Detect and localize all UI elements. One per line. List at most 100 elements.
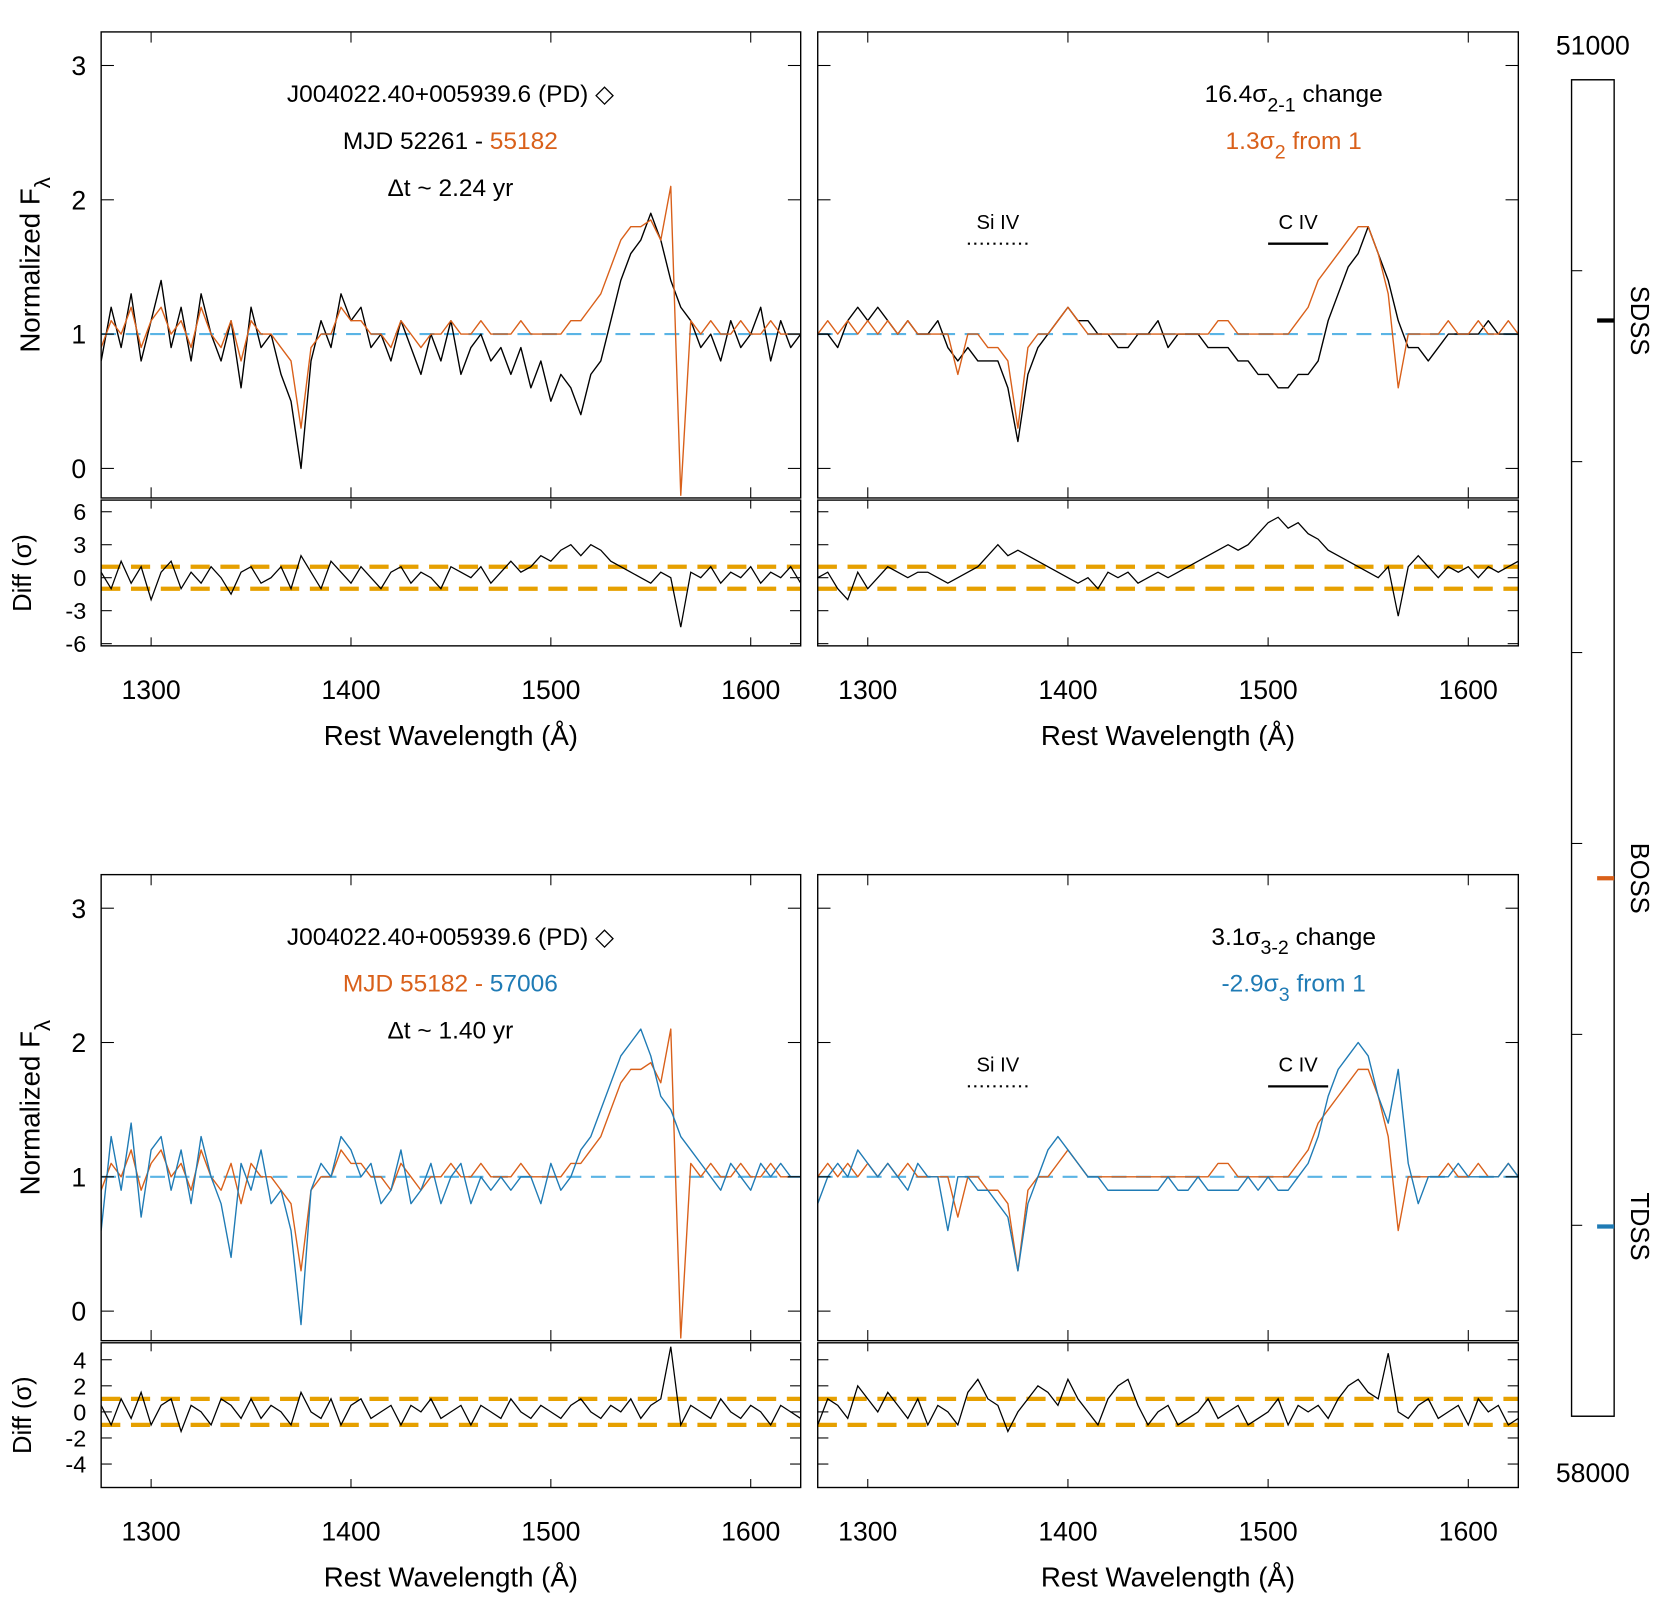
x-axis-label: Rest Wavelength (Å) (324, 720, 578, 751)
diff-line (101, 1346, 801, 1434)
text-run: Δt ~ 2.24 yr (387, 175, 513, 202)
line-feature-label: C IV (1278, 212, 1318, 234)
y-tick-label: -2 (65, 1425, 86, 1451)
y-tick-label: 2 (73, 1373, 86, 1399)
y-tick-label: 1 (71, 1162, 86, 1192)
spectrum-line (817, 225, 1519, 443)
x-axis-label: Rest Wavelength (Å) (324, 1561, 578, 1592)
text-run: 3-2 (1261, 937, 1289, 959)
y-tick-label: 2 (71, 1028, 86, 1058)
annotation: 16.4σ2-1 change (1205, 81, 1383, 116)
x-tick-label: 1500 (1239, 675, 1298, 705)
y-axis-label: Normalized Fλ (14, 177, 55, 352)
timeline-tick-label: 51000 (1556, 30, 1630, 60)
text-run: 2-1 (1267, 94, 1295, 116)
x-axis-label: Rest Wavelength (Å) (1041, 1561, 1295, 1592)
diff-axis-label: Diff (σ) (9, 1376, 37, 1454)
x-tick-label: 1600 (721, 1517, 780, 1547)
spectrum-line (101, 1028, 801, 1339)
x-tick-label: 1600 (1439, 675, 1498, 705)
y-tick-label: 1 (71, 320, 86, 350)
plot-frame (817, 873, 1520, 1342)
text-run: change (1289, 924, 1376, 951)
text-run: λ (30, 177, 55, 188)
plot-frame (100, 873, 802, 1342)
y-tick-label: 0 (73, 1399, 86, 1425)
line-feature-label: C IV (1278, 1054, 1318, 1076)
annotation: Δt ~ 2.24 yr (387, 175, 513, 202)
text-run: -2.9σ (1221, 971, 1278, 998)
text-run: from 1 (1286, 128, 1362, 155)
y-tick-label: -3 (65, 598, 86, 624)
y-tick-label: 2 (71, 185, 86, 215)
annotation: J004022.40+005939.6 (PD) ◇ (287, 81, 614, 108)
y-tick-label: -4 (65, 1452, 86, 1478)
timeline-marker-label: BOSS (1625, 843, 1653, 914)
diff-line (817, 1353, 1519, 1434)
text-run: 55182 (490, 128, 558, 155)
y-tick-label: 6 (73, 499, 86, 525)
annotation: Δt ~ 1.40 yr (387, 1017, 513, 1044)
timeline-marker-label: TDSS (1625, 1192, 1653, 1260)
timeline-marker-label: SDSS (1625, 286, 1653, 356)
text-run: Normalized F (14, 188, 45, 352)
x-tick-label: 1600 (721, 675, 780, 705)
y-tick-label: 3 (73, 532, 86, 558)
y-tick-label: -6 (65, 631, 86, 657)
x-tick-label: 1500 (521, 1517, 580, 1547)
diff-line (101, 543, 801, 628)
annotation: 3.1σ3-2 change (1211, 924, 1376, 959)
annotation: MJD 52261 - 55182 (343, 128, 558, 155)
y-tick-label: 0 (71, 1297, 86, 1327)
x-tick-label: 1300 (838, 675, 897, 705)
x-axis-label: Rest Wavelength (Å) (1041, 720, 1295, 751)
text-run: 1.3σ (1226, 128, 1275, 155)
y-tick-label: 0 (71, 454, 86, 484)
text-run: J004022.40+005939.6 (PD) ◇ (287, 81, 614, 108)
plot-frame (100, 1342, 802, 1489)
text-run: 3 (1279, 984, 1290, 1006)
text-run: 3.1σ (1211, 924, 1260, 951)
text-run: 57006 (490, 971, 558, 998)
annotation: -2.9σ3 from 1 (1221, 971, 1365, 1006)
text-run: 16.4σ (1205, 81, 1268, 108)
plot-frame (100, 499, 802, 647)
timeline-frame (1570, 79, 1615, 1417)
annotation: J004022.40+005939.6 (PD) ◇ (287, 924, 614, 951)
x-tick-label: 1300 (122, 675, 181, 705)
text-run: change (1296, 81, 1383, 108)
text-run: Δt ~ 1.40 yr (387, 1017, 513, 1044)
x-tick-label: 1500 (1239, 1517, 1298, 1547)
y-tick-label: 4 (73, 1347, 86, 1373)
spectrum-line (101, 185, 801, 496)
line-feature-label: Si IV (977, 1054, 1020, 1076)
plot-frame (100, 31, 802, 499)
x-tick-label: 1400 (321, 1517, 380, 1547)
plot-frame (817, 499, 1520, 647)
x-tick-label: 1400 (1038, 1517, 1097, 1547)
spectrum-line (101, 212, 801, 470)
x-tick-label: 1400 (1038, 675, 1097, 705)
diff-line (817, 516, 1519, 617)
x-tick-label: 1400 (321, 675, 380, 705)
x-tick-label: 1500 (521, 675, 580, 705)
plot-frame (817, 31, 1520, 499)
text-run: Normalized F (14, 1031, 45, 1195)
annotation: MJD 55182 - 57006 (343, 971, 558, 998)
spectrum-line (817, 225, 1519, 429)
x-tick-label: 1300 (838, 1517, 897, 1547)
y-tick-label: 0 (73, 565, 86, 591)
spectrum-line (101, 1028, 801, 1326)
line-feature-label: Si IV (977, 212, 1020, 234)
plot-frame (817, 1342, 1520, 1489)
text-run: J004022.40+005939.6 (PD) ◇ (287, 924, 614, 951)
text-run: MJD 55182 - (343, 971, 490, 998)
y-tick-label: 3 (71, 894, 86, 924)
y-axis-label: Normalized Fλ (14, 1020, 55, 1195)
text-run: from 1 (1290, 971, 1366, 998)
timeline-tick-label: 58000 (1556, 1458, 1630, 1488)
x-tick-label: 1300 (122, 1517, 181, 1547)
text-run: λ (30, 1020, 55, 1031)
text-run: MJD 52261 - (343, 128, 490, 155)
